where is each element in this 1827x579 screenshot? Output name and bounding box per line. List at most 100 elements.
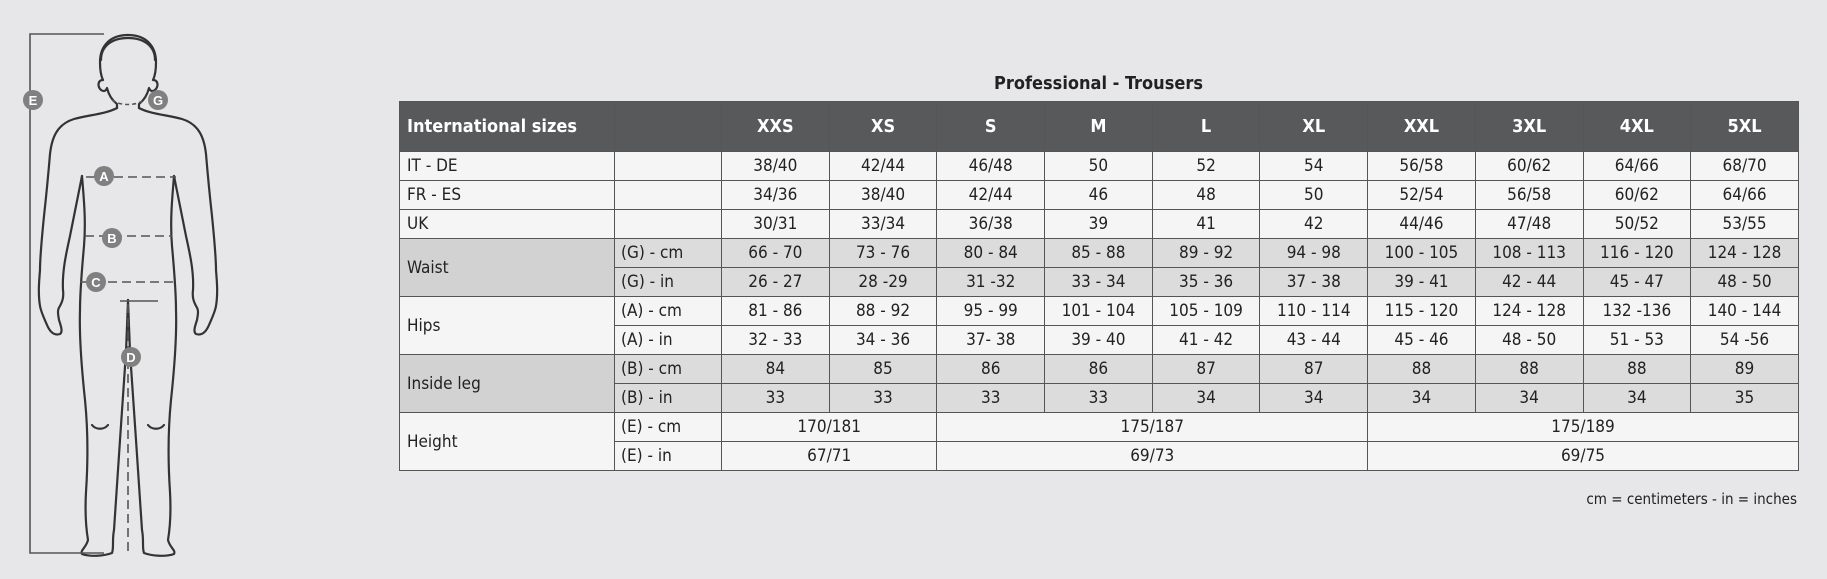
table-cell: 28 -29 [828, 267, 938, 297]
table-cell: 34 [1151, 383, 1261, 413]
size-header: L [1151, 101, 1261, 152]
table-cell: 56/58 [1474, 180, 1584, 210]
svg-text:E: E [29, 93, 38, 108]
table-cell: 80 - 84 [936, 238, 1046, 268]
table-cell: 68/70 [1690, 151, 1799, 181]
table-cell: 60/62 [1582, 180, 1692, 210]
table-cell: 88 [1582, 354, 1692, 384]
table-cell: 50 [1044, 151, 1153, 181]
table-cell: 100 - 105 [1367, 238, 1476, 268]
table-cell: 64/66 [1582, 151, 1692, 181]
table-cell: 105 - 109 [1151, 296, 1261, 326]
marker-a: A [94, 166, 114, 186]
table-cell: 45 - 46 [1367, 325, 1476, 355]
unit-cell: (E) - cm [614, 412, 722, 442]
table-row-height-cm: Height (E) - cm 170/181 175/187 175/189 [399, 412, 1799, 471]
unit-cell [614, 209, 722, 239]
size-header: 5XL [1690, 101, 1799, 152]
table-cell: 37- 38 [936, 325, 1046, 355]
svg-text:B: B [107, 231, 116, 246]
table-cell: 87 [1151, 354, 1261, 384]
table-cell: 88 [1474, 354, 1584, 384]
size-header: XS [828, 101, 938, 152]
unit-cell: (A) - cm [614, 296, 722, 326]
table-cell: 175/187 [936, 412, 1369, 442]
table-cell: 42 - 44 [1474, 267, 1584, 297]
table-cell: 42/44 [828, 151, 938, 181]
row-label: UK [399, 209, 615, 239]
size-header: XXL [1367, 101, 1476, 152]
marker-b: B [102, 228, 122, 248]
table-cell: 45 - 47 [1582, 267, 1692, 297]
table-cell: 33 [1044, 383, 1153, 413]
unit-cell [614, 151, 722, 181]
size-header: M [1044, 101, 1153, 152]
table-cell: 95 - 99 [936, 296, 1046, 326]
table-cell: 47/48 [1474, 209, 1584, 239]
table-row-hips-in: (A) - in 32 - 33 34 - 36 37- 38 39 - 40 … [400, 325, 1799, 355]
table-cell: 85 [828, 354, 938, 384]
svg-text:D: D [126, 350, 135, 365]
table-cell: 34 [1582, 383, 1692, 413]
international-sizes-header: International sizes [399, 101, 615, 152]
table-cell: 85 - 88 [1044, 238, 1153, 268]
row-label: Waist [399, 238, 615, 297]
table-cell: 33 [936, 383, 1046, 413]
table-cell: 89 [1690, 354, 1799, 384]
size-header: 4XL [1582, 101, 1692, 152]
table-cell: 52 [1151, 151, 1261, 181]
table-cell: 43 - 44 [1259, 325, 1369, 355]
table-row-inside-leg-in: (B) - in 33 33 33 33 34 34 34 34 34 35 [400, 383, 1799, 413]
table-cell: 33 [828, 383, 938, 413]
table-cell: 170/181 [720, 412, 938, 442]
table-cell: 54 -56 [1690, 325, 1799, 355]
table-cell: 34/36 [721, 180, 830, 210]
table-cell: 39 - 41 [1367, 267, 1476, 297]
svg-text:A: A [99, 169, 109, 184]
table-cell: 132 -136 [1582, 296, 1692, 326]
table-cell: 94 - 98 [1259, 238, 1369, 268]
table-cell: 67/71 [720, 441, 938, 471]
table-cell: 36/38 [936, 209, 1046, 239]
table-cell: 41 - 42 [1151, 325, 1261, 355]
table-cell: 89 - 92 [1151, 238, 1261, 268]
table-row-inside-leg-cm: Inside leg (B) - cm 84 85 86 86 87 87 88… [399, 354, 1799, 413]
size-table: International sizes XXS XS S M L XL XXL … [399, 101, 1799, 471]
table-cell: 124 - 128 [1474, 296, 1584, 326]
size-header: XXS [721, 101, 830, 152]
table-cell: 48 - 50 [1474, 325, 1584, 355]
size-header: 3XL [1474, 101, 1584, 152]
chart-title: Professional - Trousers [994, 73, 1203, 94]
table-cell: 38/40 [721, 151, 830, 181]
table-cell: 86 [1044, 354, 1153, 384]
table-cell: 50 [1259, 180, 1369, 210]
table-row-it-de: IT - DE 38/40 42/44 46/48 50 52 54 56/58… [399, 151, 1799, 181]
table-cell: 69/75 [1367, 441, 1799, 471]
table-cell: 33/34 [828, 209, 938, 239]
table-cell: 48 [1151, 180, 1261, 210]
table-cell: 34 [1367, 383, 1476, 413]
row-label: Height [399, 412, 615, 471]
table-row-hips-cm: Hips (A) - cm 81 - 86 88 - 92 95 - 99 10… [399, 296, 1799, 355]
table-cell: 35 - 36 [1151, 267, 1261, 297]
table-cell: 81 - 86 [721, 296, 830, 326]
table-cell: 39 - 40 [1044, 325, 1153, 355]
table-cell: 124 - 128 [1690, 238, 1799, 268]
table-cell: 84 [721, 354, 830, 384]
row-label: Hips [399, 296, 615, 355]
unit-cell: (G) - in [614, 267, 722, 297]
table-cell: 35 [1690, 383, 1799, 413]
table-cell: 34 - 36 [828, 325, 938, 355]
table-cell: 60/62 [1474, 151, 1584, 181]
table-cell: 115 - 120 [1367, 296, 1476, 326]
unit-cell: (A) - in [614, 325, 722, 355]
table-cell: 52/54 [1367, 180, 1476, 210]
body-measurement-figure: E G A B C D [23, 33, 219, 557]
marker-e: E [23, 90, 43, 110]
table-cell: 86 [936, 354, 1046, 384]
table-cell: 39 [1044, 209, 1153, 239]
table-row-waist-in: (G) - in 26 - 27 28 -29 31 -32 33 - 34 3… [400, 267, 1799, 297]
table-cell: 110 - 114 [1259, 296, 1369, 326]
marker-g: G [148, 90, 168, 110]
table-cell: 30/31 [721, 209, 830, 239]
